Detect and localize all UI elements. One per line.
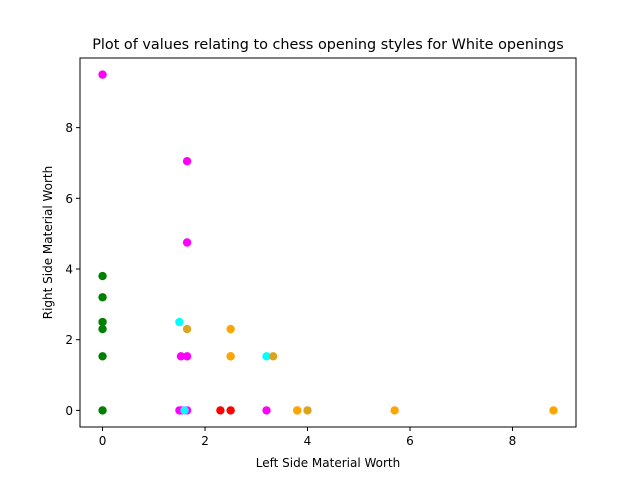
scatter-point — [226, 324, 235, 334]
scatter-point — [226, 352, 235, 361]
x-axis: 0 2 4 6 8 — [99, 427, 517, 448]
scatter-point — [98, 317, 107, 327]
scatter-point — [549, 406, 558, 415]
scatter-point — [390, 406, 399, 415]
scatter-point — [182, 157, 192, 166]
scatter-point — [182, 324, 192, 334]
x-tick-label: 8 — [509, 434, 517, 448]
x-tick-label: 0 — [99, 434, 107, 448]
x-tick-label: 4 — [304, 434, 312, 448]
x-tick-label: 6 — [406, 434, 414, 448]
y-tick-label: 2 — [65, 333, 73, 347]
scatter-point — [293, 406, 302, 415]
scatter-point — [176, 352, 186, 361]
scatter-point — [98, 324, 107, 334]
scatter-point — [175, 317, 184, 327]
scatter-point — [216, 406, 225, 415]
y-axis-label: Right Side Material Worth — [41, 166, 55, 320]
chart-title: Plot of values relating to chess opening… — [92, 37, 564, 53]
scatter-point — [262, 406, 271, 415]
scatter-point — [98, 271, 107, 281]
scatter-point — [98, 293, 107, 302]
scatter-point — [182, 238, 192, 247]
scatter-point — [98, 406, 107, 415]
scatter-point — [98, 352, 107, 361]
y-tick-label: 8 — [65, 121, 73, 135]
y-axis: 0 2 4 6 8 — [65, 121, 80, 418]
y-tick-label: 4 — [65, 263, 73, 277]
x-axis-label: Left Side Material Worth — [256, 456, 400, 470]
scatter-point — [180, 406, 189, 415]
scatter-point — [262, 352, 271, 361]
scatter-point — [303, 406, 312, 415]
scatter-point — [182, 352, 192, 361]
scatter-point — [98, 70, 107, 79]
plot-area-frame — [79, 57, 577, 428]
scatter-point — [226, 406, 235, 415]
points-layer — [98, 70, 558, 415]
x-tick-label: 2 — [201, 434, 209, 448]
y-tick-label: 6 — [65, 192, 73, 206]
y-tick-label: 0 — [65, 404, 73, 418]
scatter-point — [268, 352, 278, 361]
